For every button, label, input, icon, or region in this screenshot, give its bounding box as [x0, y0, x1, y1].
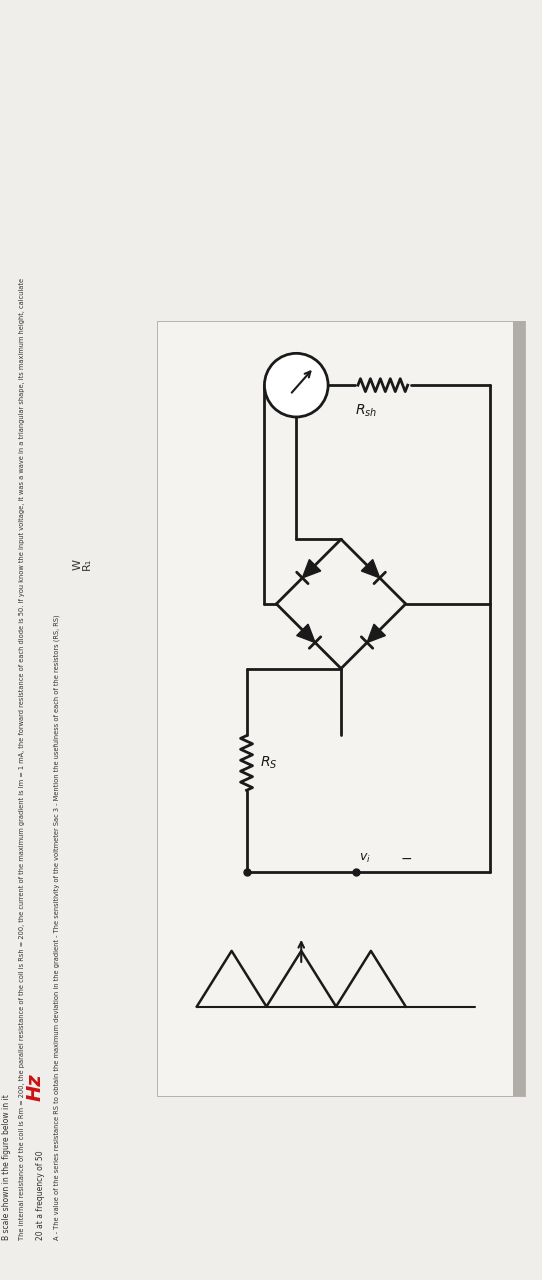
Circle shape — [264, 353, 328, 417]
Text: The internal resistance of the coil is Rm = 200, the parallel resistance of the : The internal resistance of the coil is R… — [18, 278, 25, 1240]
Text: B scale shown in the figure below in it: B scale shown in the figure below in it — [2, 1094, 11, 1240]
Polygon shape — [296, 625, 315, 643]
Text: Hz: Hz — [25, 1074, 44, 1101]
Text: R₁: R₁ — [82, 558, 92, 571]
FancyBboxPatch shape — [513, 320, 525, 1096]
FancyBboxPatch shape — [157, 320, 525, 1096]
Polygon shape — [362, 559, 380, 577]
Text: $R_{sh}$: $R_{sh}$ — [355, 403, 377, 420]
Text: 20 at a frequency of 50: 20 at a frequency of 50 — [36, 1151, 44, 1240]
Text: W: W — [73, 558, 82, 570]
Text: $v_i$: $v_i$ — [359, 851, 371, 864]
Text: A - The value of the series resistance RS to obtain the maximum deviation in the: A - The value of the series resistance R… — [53, 614, 60, 1240]
Text: $R_S$: $R_S$ — [261, 755, 278, 771]
Polygon shape — [367, 625, 385, 643]
Polygon shape — [302, 559, 321, 577]
Text: −: − — [401, 851, 412, 865]
